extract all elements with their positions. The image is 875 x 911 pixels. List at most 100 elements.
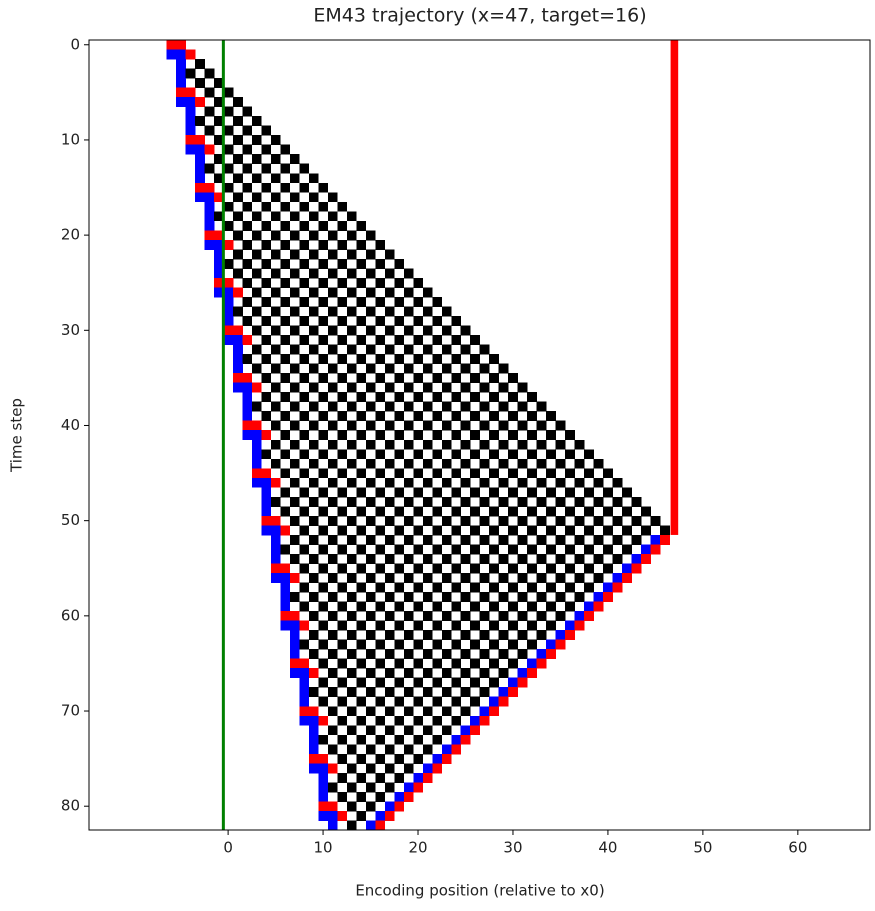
cell: [251, 430, 262, 441]
cell: [356, 449, 367, 460]
cell: [536, 439, 547, 450]
cell: [375, 258, 386, 269]
cell: [337, 468, 348, 479]
cell: [403, 439, 414, 450]
cell: [536, 496, 547, 507]
cell: [261, 220, 272, 231]
cell: [574, 515, 585, 526]
cell: [327, 592, 338, 602]
cell: [365, 820, 376, 831]
cell: [394, 373, 405, 384]
cell: [546, 487, 557, 498]
cell: [365, 782, 376, 793]
cell: [365, 268, 376, 279]
cell: [375, 753, 386, 764]
cell: [479, 668, 490, 679]
cell: [403, 268, 414, 279]
cell: [356, 296, 367, 307]
cell: [508, 392, 519, 403]
cell: [346, 553, 357, 564]
cell: [555, 439, 566, 450]
cell: [365, 725, 376, 736]
cell: [175, 78, 186, 88]
cell: [498, 553, 509, 564]
cell: [175, 87, 186, 98]
cell: [413, 639, 424, 650]
cell: [213, 154, 224, 165]
cell: [451, 354, 462, 365]
cell: [251, 382, 262, 393]
cell: [318, 506, 329, 517]
cell: [346, 515, 357, 526]
cell: [280, 544, 291, 555]
cell: [289, 344, 300, 355]
cell: [451, 601, 462, 612]
cell: [555, 496, 566, 507]
cell: [441, 306, 452, 317]
cell: [251, 468, 262, 479]
cell: [204, 230, 215, 241]
cell: [327, 515, 338, 526]
cell: [213, 116, 224, 127]
cell: [308, 763, 319, 774]
cell: [223, 125, 234, 136]
cell: [346, 287, 357, 298]
cell: [185, 116, 196, 127]
cell: [375, 239, 386, 250]
cell: [479, 553, 490, 564]
cell: [527, 639, 538, 650]
cell: [422, 306, 433, 317]
cell: [546, 468, 557, 479]
cell: [318, 753, 329, 764]
cell: [622, 487, 633, 498]
cell: [498, 668, 509, 679]
y-tick-label: 0: [70, 35, 80, 53]
cell: [489, 411, 500, 422]
cell: [441, 668, 452, 679]
cell: [280, 506, 291, 517]
cell: [413, 782, 424, 793]
cell: [460, 725, 471, 736]
cell: [337, 677, 348, 688]
cell: [308, 192, 319, 203]
cell: [299, 687, 310, 698]
cell: [356, 696, 367, 707]
cell: [280, 449, 291, 460]
cell: [223, 239, 234, 250]
cell: [441, 477, 452, 488]
cell: [242, 420, 253, 431]
cell: [204, 220, 215, 231]
cell: [280, 258, 291, 269]
cell: [517, 477, 528, 488]
cell: [650, 534, 661, 545]
cell: [432, 658, 443, 669]
cell: [413, 525, 424, 536]
cell: [432, 296, 443, 307]
cell: [308, 230, 319, 241]
cell: [346, 230, 357, 241]
cell: [280, 582, 291, 593]
cell: [527, 392, 538, 403]
cell: [365, 534, 376, 545]
cell: [337, 239, 348, 250]
cell: [327, 820, 338, 831]
cell: [308, 553, 319, 564]
cell: [432, 544, 443, 555]
cell: [375, 734, 386, 745]
cell: [308, 515, 319, 526]
cell: [375, 658, 386, 669]
cell: [441, 573, 452, 583]
cell: [584, 506, 595, 517]
cell: [337, 220, 348, 231]
cell: [280, 525, 291, 536]
cell: [603, 506, 614, 517]
cell: [346, 687, 357, 698]
cell: [251, 449, 262, 460]
cell: [403, 706, 414, 717]
cell: [384, 401, 395, 412]
cell: [422, 573, 433, 583]
cell: [422, 458, 433, 469]
cell: [232, 230, 243, 241]
cell: [432, 354, 443, 365]
cell: [489, 563, 500, 574]
